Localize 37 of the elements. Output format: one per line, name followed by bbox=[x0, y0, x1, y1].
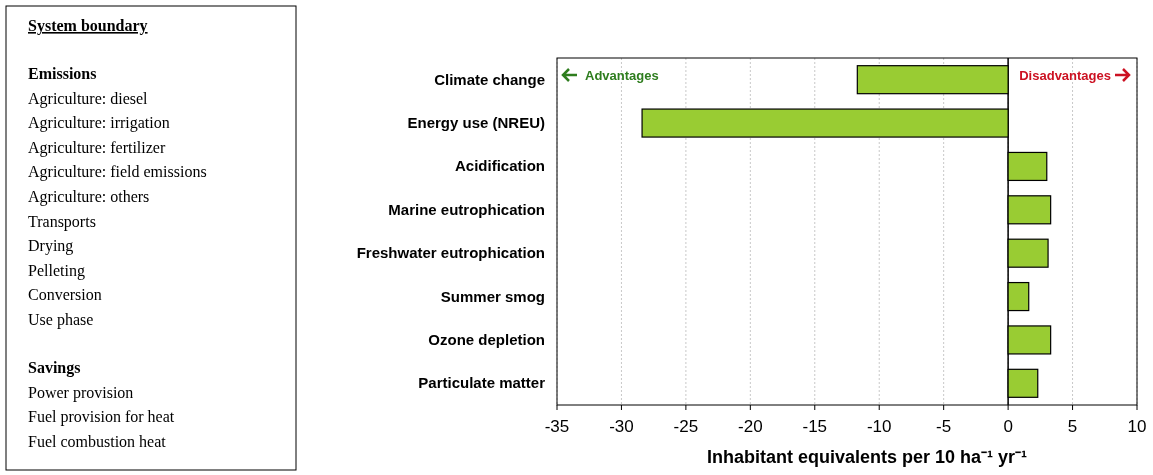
text: Savings bbox=[28, 359, 81, 377]
text: Agriculture: irrigation bbox=[28, 114, 170, 133]
text: Drying bbox=[28, 237, 74, 256]
x-tick-label: -35 bbox=[544, 417, 570, 436]
x-axis-title: Inhabitant equivalents per 10 ha⁻¹ yr⁻¹ bbox=[706, 447, 1028, 467]
text: Fuel provision for heat bbox=[28, 408, 175, 427]
y-tick-label: Energy use (NREU) bbox=[407, 114, 545, 132]
text: Emissions bbox=[28, 65, 97, 82]
y-tick-label: Freshwater eutrophication bbox=[356, 244, 545, 262]
x-tick-label: 10 bbox=[1127, 417, 1147, 436]
y-tick-label: Ozone depletion bbox=[428, 330, 545, 348]
text: Agriculture: diesel bbox=[28, 89, 149, 108]
annotation: Advantages bbox=[585, 68, 659, 83]
x-tick-label: 5 bbox=[1067, 417, 1078, 436]
annotation: Disadvantages bbox=[1019, 68, 1111, 83]
text: Agriculture: others bbox=[28, 188, 150, 206]
text: Fuel combustion heat bbox=[28, 432, 167, 450]
x-tick-label: -10 bbox=[866, 417, 892, 436]
y-tick-label: Climate change bbox=[434, 70, 545, 88]
text: Agriculture: fertilizer bbox=[28, 138, 166, 157]
text: Power provision bbox=[28, 383, 134, 402]
text: Conversion bbox=[28, 286, 102, 304]
x-tick-label: 0 bbox=[1003, 417, 1013, 436]
y-tick-label: Summer smog bbox=[440, 287, 545, 305]
y-tick-label: Marine eutrophication bbox=[388, 200, 545, 218]
text: Use phase bbox=[28, 311, 94, 329]
text: Agriculture: field emissions bbox=[28, 163, 207, 182]
text: Transports bbox=[28, 212, 96, 231]
x-tick-label: -30 bbox=[609, 417, 634, 436]
x-tick-label: -5 bbox=[936, 417, 952, 436]
y-tick-label: Particulate matter bbox=[418, 374, 546, 392]
y-tick-label: Acidification bbox=[454, 157, 545, 175]
text: Pelleting bbox=[28, 261, 85, 280]
x-tick-label: -25 bbox=[673, 417, 699, 436]
x-tick-label: -20 bbox=[738, 417, 763, 436]
text: System boundary bbox=[28, 17, 148, 35]
x-tick-label: -15 bbox=[802, 417, 828, 436]
